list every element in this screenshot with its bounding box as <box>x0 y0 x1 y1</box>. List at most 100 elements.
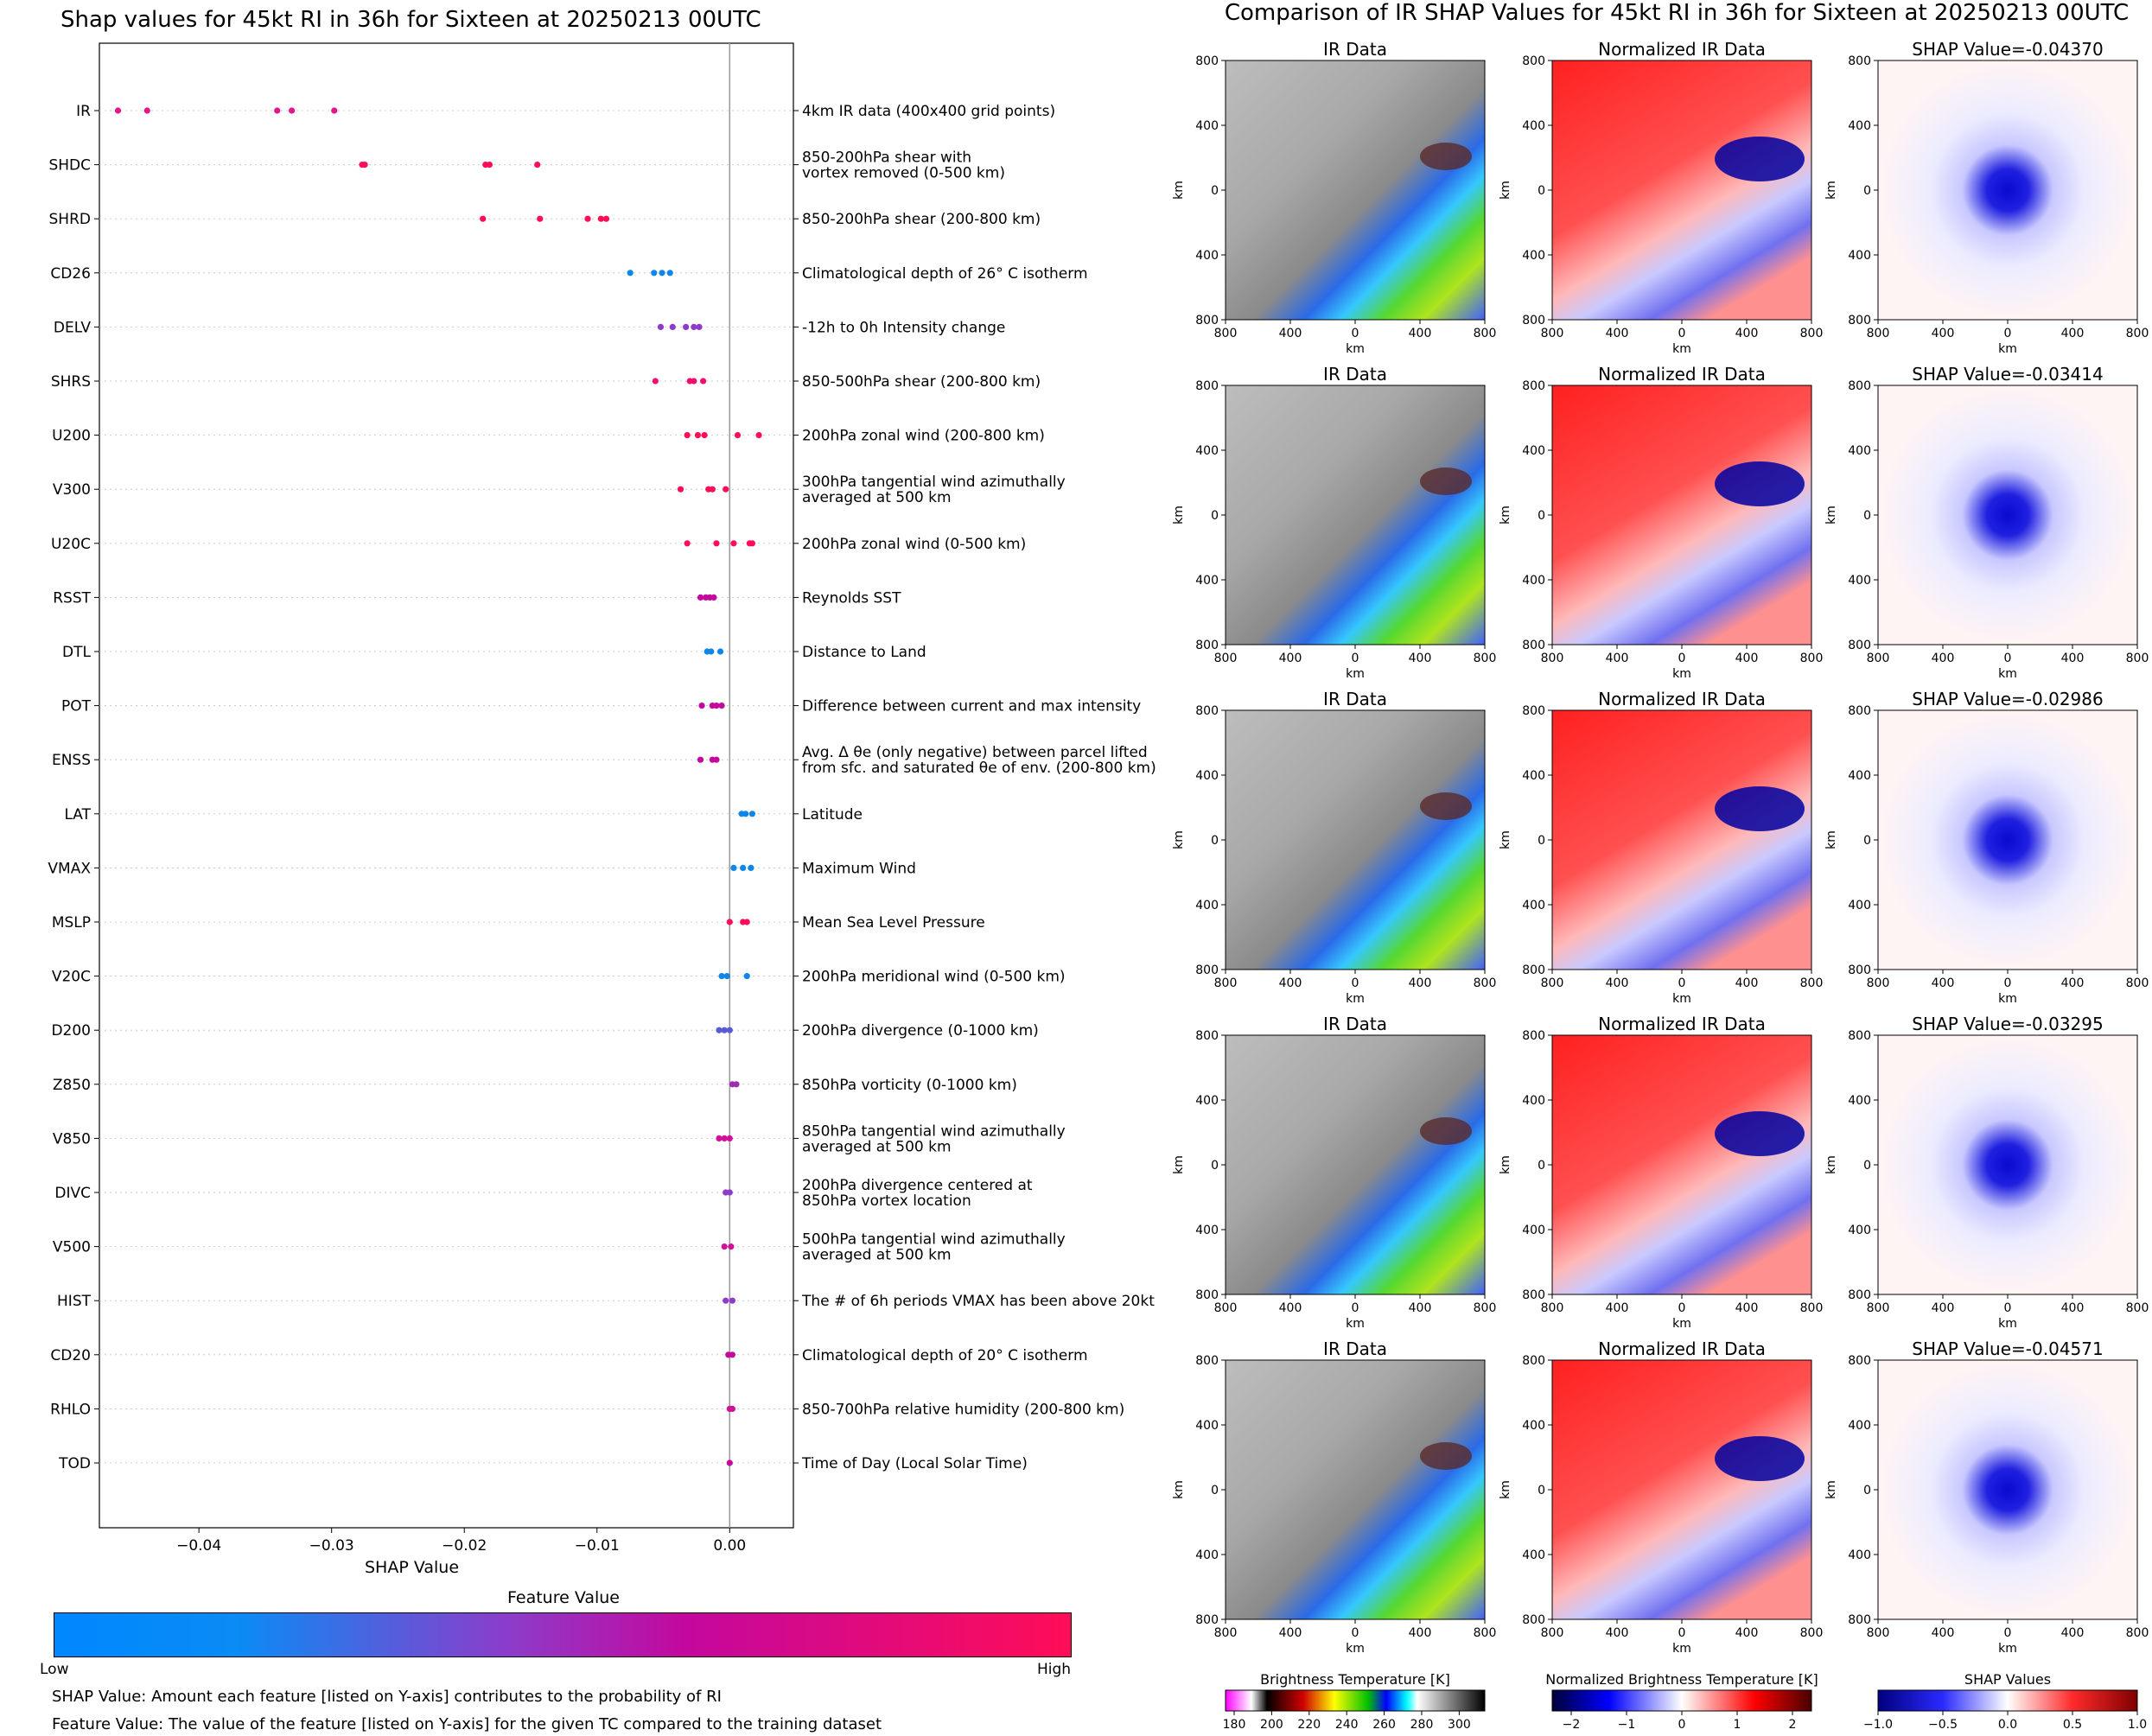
y-tick-label: 400 <box>1848 574 1871 588</box>
x-tick-label: 800 <box>1214 1626 1238 1640</box>
shap-point <box>743 973 750 980</box>
panel-title: Normalized IR Data <box>1598 39 1766 60</box>
y-tick-label: 800 <box>1522 1288 1545 1302</box>
x-tick-label: 800 <box>1867 976 1890 990</box>
colorbar <box>1225 1689 1486 1712</box>
feature-label: D200 <box>51 1022 91 1040</box>
y-tick-label: 800 <box>1195 1613 1219 1627</box>
shap-point <box>331 107 338 114</box>
x-axis-label: km <box>1672 667 1691 681</box>
x-tick-label: −0.04 <box>176 1537 221 1555</box>
feature-label: HIST <box>57 1293 92 1310</box>
x-tick-label: 800 <box>1541 1626 1564 1640</box>
y-tick-label: 400 <box>1195 1548 1219 1562</box>
x-tick-label: 400 <box>1932 1626 1955 1640</box>
x-tick-label: 800 <box>1214 976 1238 990</box>
shap-point <box>709 486 716 493</box>
shap-point <box>733 1081 740 1088</box>
y-tick-label: 800 <box>1848 1288 1871 1302</box>
colorbar-tick-label: 2 <box>1789 1718 1797 1732</box>
panel-title: Normalized IR Data <box>1598 364 1766 385</box>
x-tick-label: 800 <box>2126 652 2149 665</box>
shap-point <box>534 162 541 169</box>
y-tick-label: 400 <box>1848 1094 1871 1108</box>
y-tick-label: 800 <box>1848 379 1871 393</box>
shap-point <box>627 270 634 277</box>
x-tick-label: 800 <box>1474 327 1497 340</box>
y-tick-label: 800 <box>1195 639 1219 652</box>
normalized-ir-panel <box>1551 1359 1812 1620</box>
colorbar-low-label: Low <box>40 1661 69 1678</box>
feature-description: 200hPa zonal wind (0-500 km) <box>802 536 1026 553</box>
x-tick-label: 400 <box>1409 1626 1432 1640</box>
x-axis-label: km <box>1672 992 1691 1006</box>
shap-point <box>584 215 591 222</box>
colorbar-title: SHAP Values <box>1964 1671 2051 1688</box>
shap-point <box>721 1243 728 1250</box>
shap-point <box>726 1027 733 1033</box>
shap-point <box>697 594 704 601</box>
x-tick-label: 800 <box>1800 976 1824 990</box>
colorbar-tick-label: 200 <box>1260 1718 1283 1732</box>
panel-title: SHAP Value=-0.04571 <box>1912 1339 2103 1359</box>
feature-label: SHDC <box>48 157 91 175</box>
colorbar-tick-label: 220 <box>1297 1718 1321 1732</box>
cold-cloud-region <box>1715 1111 1805 1156</box>
y-tick-label: 800 <box>1195 1354 1219 1368</box>
feature-label: V850 <box>53 1130 91 1148</box>
x-tick-label: 0 <box>2004 1301 2012 1315</box>
x-tick-label: 800 <box>1867 1626 1890 1640</box>
colorbar-tick-label: −1.0 <box>1863 1718 1893 1732</box>
panel-title: Normalized IR Data <box>1598 1339 1766 1359</box>
summary-plot-title: Shap values for 45kt RI in 36h for Sixte… <box>60 7 761 33</box>
shap-point <box>597 215 604 222</box>
feature-description: Time of Day (Local Solar Time) <box>801 1455 1028 1472</box>
feature-label: U20C <box>51 536 91 553</box>
y-tick-label: 800 <box>1848 314 1871 327</box>
ir-data-panel <box>1225 709 1486 970</box>
feature-description: Latitude <box>802 806 863 823</box>
colorbar-tick-label: 240 <box>1335 1718 1359 1732</box>
y-axis-label: km <box>1172 830 1186 849</box>
y-axis-label: km <box>1499 830 1512 849</box>
x-tick-label: 0 <box>2004 652 2012 665</box>
x-tick-label: 400 <box>1409 652 1432 665</box>
normalized-ir-panel <box>1551 709 1812 970</box>
x-tick-label: 400 <box>2061 652 2085 665</box>
shap-point <box>713 703 720 709</box>
footnote-shap-value: SHAP Value: Amount each feature [listed … <box>52 1688 722 1706</box>
y-axis-label: km <box>1824 1155 1838 1174</box>
feature-description: 300hPa tangential wind azimuthally averag… <box>802 474 1066 506</box>
feature-description: Distance to Land <box>802 644 926 661</box>
y-tick-label: 400 <box>1522 574 1545 588</box>
y-tick-label: 400 <box>1195 769 1219 783</box>
feature-description: 850hPa vorticity (0-1000 km) <box>802 1077 1017 1094</box>
y-tick-label: 400 <box>1522 1094 1545 1108</box>
y-tick-label: 800 <box>1522 1354 1545 1368</box>
x-tick-label: 0 <box>1678 1301 1686 1315</box>
x-tick-label: 400 <box>1606 327 1629 340</box>
y-tick-label: 0 <box>1211 1159 1219 1173</box>
y-tick-label: 800 <box>1195 379 1219 393</box>
x-axis-label: km <box>1346 1642 1365 1656</box>
x-tick-label: 400 <box>1932 652 1955 665</box>
x-axis-label: km <box>1998 1317 2017 1331</box>
y-tick-label: 0 <box>1211 509 1219 523</box>
y-tick-label: 400 <box>1848 899 1871 913</box>
x-tick-label: 0 <box>1678 1626 1686 1640</box>
x-axis-label: km <box>1998 342 2017 356</box>
y-tick-label: 0 <box>1538 834 1545 848</box>
shap-point <box>708 648 715 655</box>
panel-title: IR Data <box>1323 39 1387 60</box>
shap-point <box>730 540 737 547</box>
shap-point <box>716 648 724 655</box>
shap-point <box>684 540 691 547</box>
panel-title: SHAP Value=-0.03414 <box>1912 364 2103 385</box>
x-tick-label: 400 <box>1735 976 1759 990</box>
feature-description: Climatological depth of 20° C isotherm <box>802 1347 1088 1364</box>
y-tick-label: 400 <box>1195 1224 1219 1237</box>
feature-description: Reynolds SST <box>802 589 901 607</box>
storm-core <box>1420 467 1472 495</box>
shap-point <box>718 703 725 709</box>
y-axis-label: km <box>1499 181 1512 200</box>
